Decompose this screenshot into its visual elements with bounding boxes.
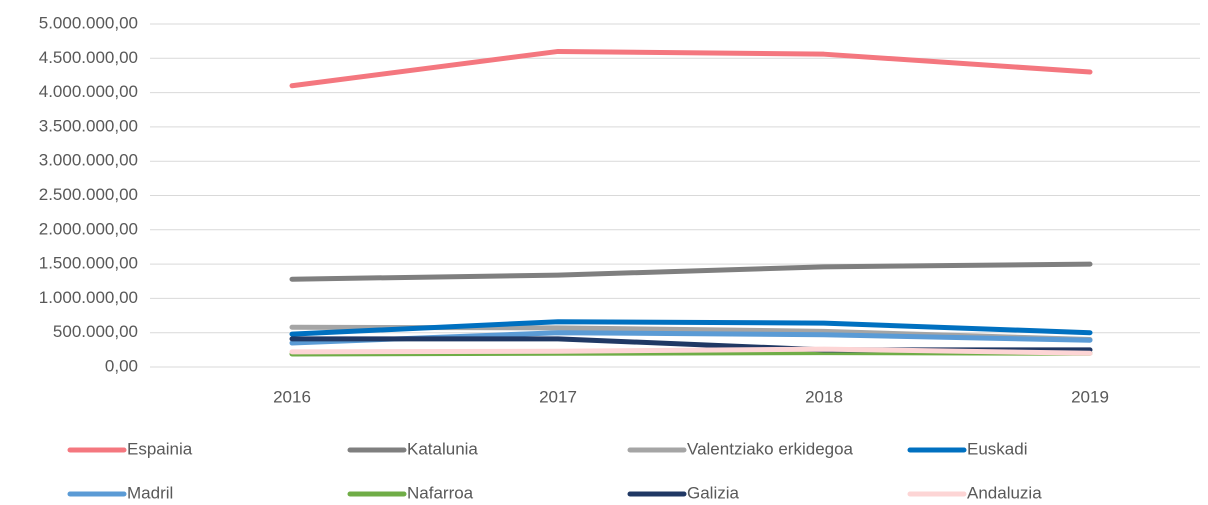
legend-label: Madril [127, 483, 173, 502]
y-tick-label: 3.000.000,00 [39, 151, 138, 170]
legend-label: Katalunia [407, 439, 478, 458]
legend-label: Andaluzia [967, 483, 1042, 502]
series-line [289, 261, 1093, 282]
x-tick-label: 2016 [273, 387, 311, 406]
y-tick-label: 3.500.000,00 [39, 116, 138, 135]
y-tick-label: 4.000.000,00 [39, 82, 138, 101]
legend-label: Valentziako erkidegoa [687, 439, 854, 458]
y-tick-label: 5.000.000,00 [39, 13, 138, 32]
y-tick-label: 1.500.000,00 [39, 254, 138, 273]
x-tick-label: 2018 [805, 387, 843, 406]
legend-label: Nafarroa [407, 483, 474, 502]
x-tick-label: 2017 [539, 387, 577, 406]
y-tick-label: 0,00 [105, 356, 138, 375]
x-tick-label: 2019 [1071, 387, 1109, 406]
legend-label: Euskadi [967, 439, 1027, 458]
series-line [289, 346, 1093, 356]
y-tick-label: 500.000,00 [53, 322, 138, 341]
y-tick-label: 4.500.000,00 [39, 48, 138, 67]
legend-label: Espainia [127, 439, 193, 458]
legend-label: Galizia [687, 483, 740, 502]
series-line [289, 319, 1093, 337]
y-tick-label: 1.000.000,00 [39, 288, 138, 307]
y-tick-label: 2.000.000,00 [39, 219, 138, 238]
y-tick-label: 2.500.000,00 [39, 185, 138, 204]
series-line [289, 48, 1093, 89]
